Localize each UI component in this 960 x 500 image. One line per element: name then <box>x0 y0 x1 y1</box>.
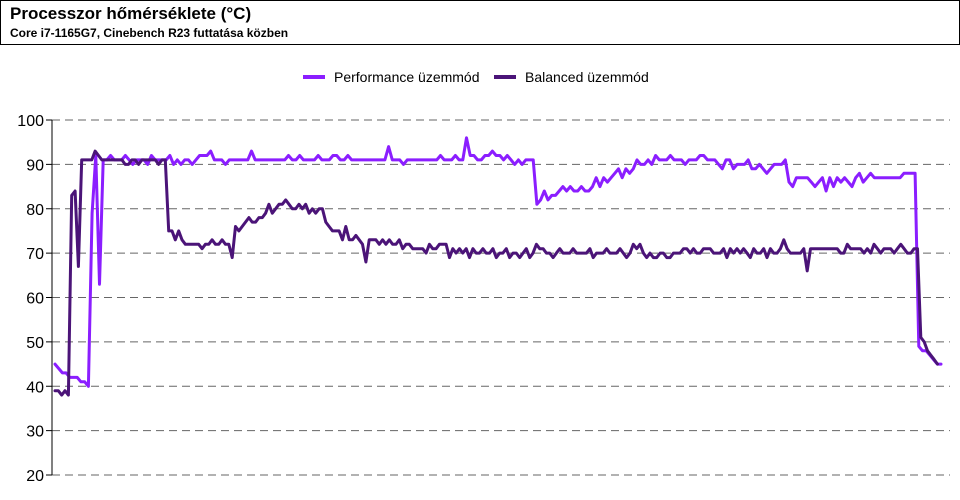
y-tick-label: 30 <box>26 424 44 441</box>
legend-label-performance: Performance üzemmód <box>334 69 480 85</box>
series-line-performance <box>53 136 943 388</box>
series-line-balanced <box>53 149 939 397</box>
legend-label-balanced: Balanced üzemmód <box>525 69 649 85</box>
y-tick-label: 90 <box>26 157 44 174</box>
y-tick-label: 100 <box>17 113 44 130</box>
chart-subtitle: Core i7-1165G7, Cinebench R23 futtatása … <box>10 26 289 40</box>
y-tick-label: 70 <box>26 246 44 263</box>
y-tick-label: 60 <box>26 291 44 308</box>
chart-title: Processzor hőmérséklete (°C) <box>10 4 252 23</box>
y-tick-label: 80 <box>26 202 44 219</box>
y-tick-label: 40 <box>26 379 44 396</box>
y-tick-label: 50 <box>26 335 44 352</box>
title-box: Processzor hőmérséklete (°C) Core i7-116… <box>0 0 960 45</box>
y-tick-label: 20 <box>26 468 44 485</box>
